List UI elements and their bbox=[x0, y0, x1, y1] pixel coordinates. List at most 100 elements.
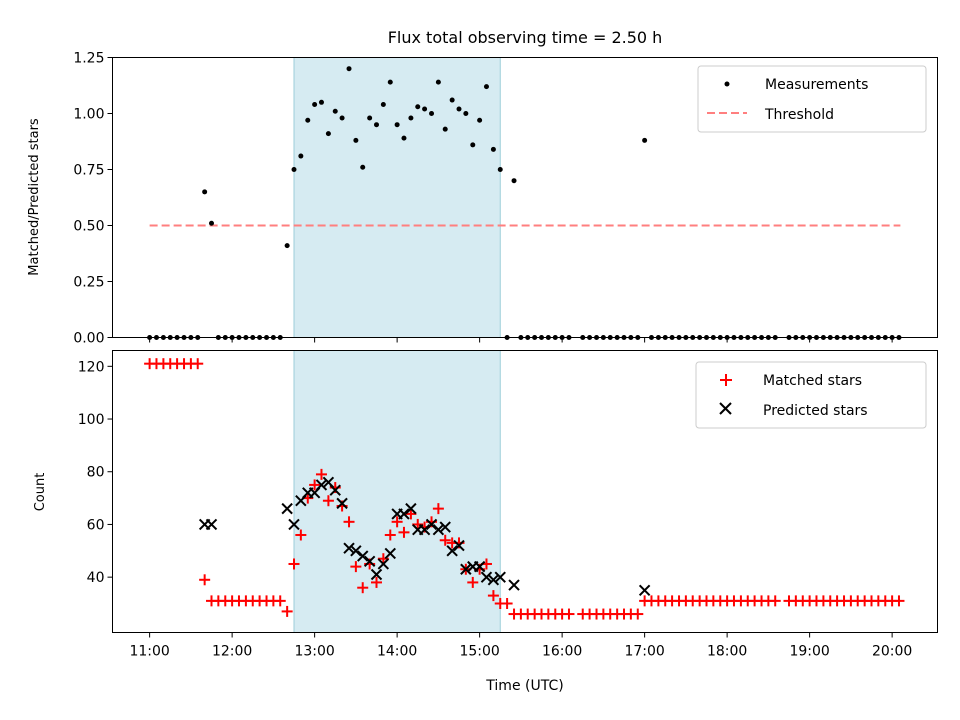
measurement-point bbox=[449, 97, 455, 103]
predicted-star-point bbox=[288, 518, 300, 531]
matched-star-point bbox=[371, 576, 382, 588]
measurement-point bbox=[346, 66, 352, 72]
bottom-y-tick-label: 40 bbox=[87, 570, 105, 586]
measurement-point bbox=[353, 137, 359, 143]
matched-star-point bbox=[309, 479, 321, 491]
measurement-point bbox=[477, 117, 483, 123]
matched-star-point bbox=[295, 529, 307, 541]
measurement-point bbox=[284, 243, 290, 249]
predicted-star-point bbox=[357, 550, 369, 562]
predicted-star-point bbox=[487, 574, 500, 586]
bottom-x-ticks: 11:00 12:00 13:00 14:00 15:00 16:00 17:00 18:00… bbox=[129, 632, 912, 660]
x-tick-label: 16:00 bbox=[542, 644, 582, 660]
bottom-legend-box bbox=[695, 361, 927, 429]
measurement-point bbox=[202, 189, 208, 195]
bottom-legend: Matched stars Predicted stars bbox=[695, 361, 927, 429]
top-y-tick-label: 0.25 bbox=[73, 275, 104, 291]
top-y-axis-label: Matched/Predicted stars bbox=[27, 118, 42, 276]
measurement-point bbox=[415, 104, 421, 110]
measurement-point bbox=[298, 153, 304, 159]
bottom-y-axis-label: Count bbox=[33, 473, 48, 512]
bottom-observing-window-shade bbox=[293, 350, 501, 633]
measurement-point bbox=[511, 178, 517, 184]
predicted-star-point bbox=[363, 555, 376, 568]
predicted-star-point bbox=[329, 484, 341, 496]
chart-title: Flux total observing time = 2.50 h bbox=[388, 28, 663, 47]
measurement-point bbox=[429, 111, 435, 116]
matched-star-point bbox=[384, 529, 396, 541]
measurement-point bbox=[367, 115, 373, 121]
legend-threshold-label: Threshold bbox=[764, 107, 834, 123]
matched-star-point bbox=[343, 516, 355, 528]
measurement-point bbox=[332, 108, 338, 114]
measurement-point bbox=[291, 167, 297, 172]
matched-star-point bbox=[391, 516, 403, 528]
x-tick-label: 12:00 bbox=[212, 644, 252, 660]
matched-star-point bbox=[412, 518, 424, 530]
measurement-point bbox=[435, 79, 441, 85]
top-axes-frame bbox=[112, 57, 938, 338]
predicted-star-point bbox=[315, 479, 328, 491]
predicted-stars-points bbox=[198, 476, 651, 597]
bottom-panel: 40 60 80 100 120 11:00 12:00 13:00 14:00 15:00 16… bbox=[33, 350, 938, 694]
matched-star-point bbox=[563, 608, 575, 620]
matched-star-point bbox=[501, 598, 513, 610]
measurement-point bbox=[642, 137, 648, 143]
x-tick-label: 17:00 bbox=[624, 644, 664, 660]
top-observing-window-shade bbox=[293, 57, 501, 338]
measurement-point bbox=[408, 115, 414, 121]
measurement-point bbox=[470, 142, 476, 148]
measurement-point bbox=[380, 102, 386, 108]
measurement-point bbox=[318, 99, 324, 105]
predicted-star-point bbox=[343, 542, 355, 554]
measurement-point bbox=[339, 115, 345, 121]
predicted-star-point bbox=[281, 502, 293, 515]
predicted-star-point bbox=[439, 521, 451, 533]
predicted-star-point bbox=[418, 524, 431, 536]
matched-star-point bbox=[769, 595, 781, 607]
legend-predicted-label: Predicted stars bbox=[763, 403, 868, 419]
matched-star-point bbox=[432, 503, 444, 515]
predicted-star-point bbox=[494, 571, 506, 583]
measurement-point bbox=[490, 146, 496, 152]
predicted-star-point bbox=[508, 579, 520, 591]
predicted-star-point bbox=[336, 497, 348, 510]
measurement-point bbox=[360, 164, 366, 170]
x-tick-label: 11:00 bbox=[129, 644, 169, 660]
predicted-star-point bbox=[384, 547, 396, 560]
predicted-star-point bbox=[377, 558, 390, 570]
predicted-star-point bbox=[205, 518, 218, 531]
predicted-star-point bbox=[460, 563, 472, 575]
matched-star-point bbox=[274, 595, 286, 607]
top-y-tick-label: 1.25 bbox=[73, 51, 104, 67]
top-x-ticks bbox=[149, 337, 893, 343]
matched-star-point bbox=[377, 553, 389, 565]
bottom-y-tick-label: 60 bbox=[87, 517, 105, 533]
legend-matched-marker bbox=[720, 374, 732, 386]
matched-star-point bbox=[398, 526, 410, 538]
x-tick-label: 13:00 bbox=[294, 644, 334, 660]
x-axis-label: Time (UTC) bbox=[485, 678, 563, 694]
measurement-point bbox=[456, 106, 462, 112]
measurement-point bbox=[401, 135, 407, 141]
x-tick-label: 20:00 bbox=[872, 644, 912, 660]
measurement-point bbox=[312, 102, 318, 108]
top-panel: 0.00 0.25 0.50 0.75 1.00 1.25 Flux total obse… bbox=[27, 28, 938, 347]
predicted-star-point bbox=[432, 524, 445, 536]
predicted-star-point bbox=[398, 508, 410, 520]
matched-star-point bbox=[192, 358, 204, 370]
matched-star-point bbox=[315, 468, 327, 480]
bottom-y-ticks: 40 60 80 100 120 bbox=[78, 359, 113, 586]
matched-star-point bbox=[487, 590, 499, 602]
matched-star-point bbox=[199, 574, 211, 586]
matched-star-point bbox=[288, 558, 300, 570]
predicted-star-point bbox=[638, 584, 651, 597]
predicted-star-point bbox=[446, 545, 458, 557]
bottom-y-tick-label: 80 bbox=[87, 465, 105, 481]
x-tick-label: 19:00 bbox=[789, 644, 829, 660]
measurement-point bbox=[387, 79, 393, 85]
matched-star-point bbox=[357, 582, 369, 594]
matched-star-point bbox=[281, 605, 293, 617]
top-y-ticks: 0.00 0.25 0.50 0.75 1.00 1.25 bbox=[73, 51, 113, 347]
measurement-point bbox=[374, 122, 379, 128]
